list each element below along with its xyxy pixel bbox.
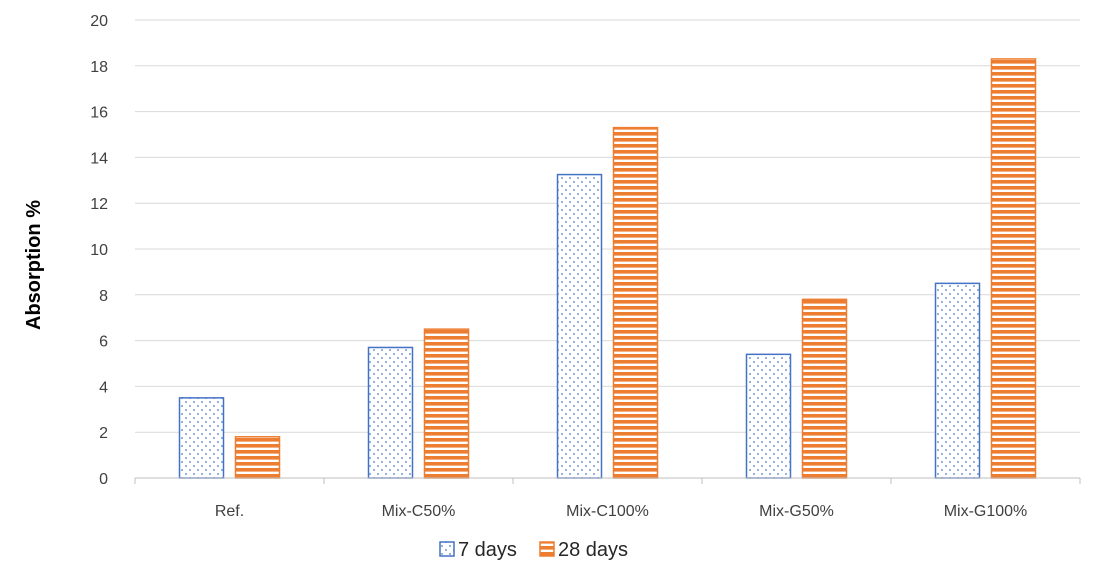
bar-28-days-2 (612, 126, 659, 479)
bar-7-days-2 (556, 173, 603, 479)
bar-7-days-3 (745, 353, 792, 479)
y-tick-label: 18 (90, 59, 108, 76)
gridlines (135, 19, 1080, 433)
bar-28-days-3 (801, 298, 848, 479)
y-tick-label: 4 (99, 379, 108, 396)
bar-28-days-1 (423, 328, 470, 479)
x-tick-label: Mix-G100% (944, 503, 1028, 520)
x-tick-label: Mix-G50% (759, 503, 834, 520)
y-tick-label: 20 (90, 13, 108, 30)
y-tick-label: 12 (90, 196, 108, 213)
legend-swatch-7-days (439, 541, 455, 557)
y-tick-label: 8 (99, 288, 108, 305)
y-tick-label: 16 (90, 105, 108, 122)
bar-28-days-0 (234, 436, 281, 479)
x-axis (134, 477, 1081, 484)
legend-swatch-28-days (539, 541, 555, 557)
legend-label-7-days: 7 days (458, 539, 517, 561)
y-tick-label: 0 (99, 471, 108, 488)
x-tick-label: Mix-C50% (382, 503, 456, 520)
bar-7-days-1 (367, 346, 414, 479)
bar-7-days-4 (934, 282, 981, 479)
bar-28-days-4 (990, 58, 1037, 479)
y-axis-label: Absorption % (23, 200, 45, 330)
y-tick-label: 14 (90, 150, 108, 167)
y-tick-label: 10 (90, 242, 108, 259)
legend-label-28-days: 28 days (558, 539, 628, 561)
bars (178, 58, 1037, 479)
x-tick-label: Ref. (215, 503, 244, 520)
y-tick-label: 2 (99, 425, 108, 442)
x-tick-label: Mix-C100% (566, 503, 649, 520)
y-tick-label: 6 (99, 334, 108, 351)
legend: 7 days 28 days (439, 539, 628, 561)
x-axis-ticks: Ref. Mix-C50% Mix-C100% Mix-G50% Mix-G100% (215, 503, 1027, 520)
bar-7-days-0 (178, 397, 225, 479)
y-axis-ticks: 0 2 4 6 8 10 12 14 16 18 20 (90, 13, 108, 488)
